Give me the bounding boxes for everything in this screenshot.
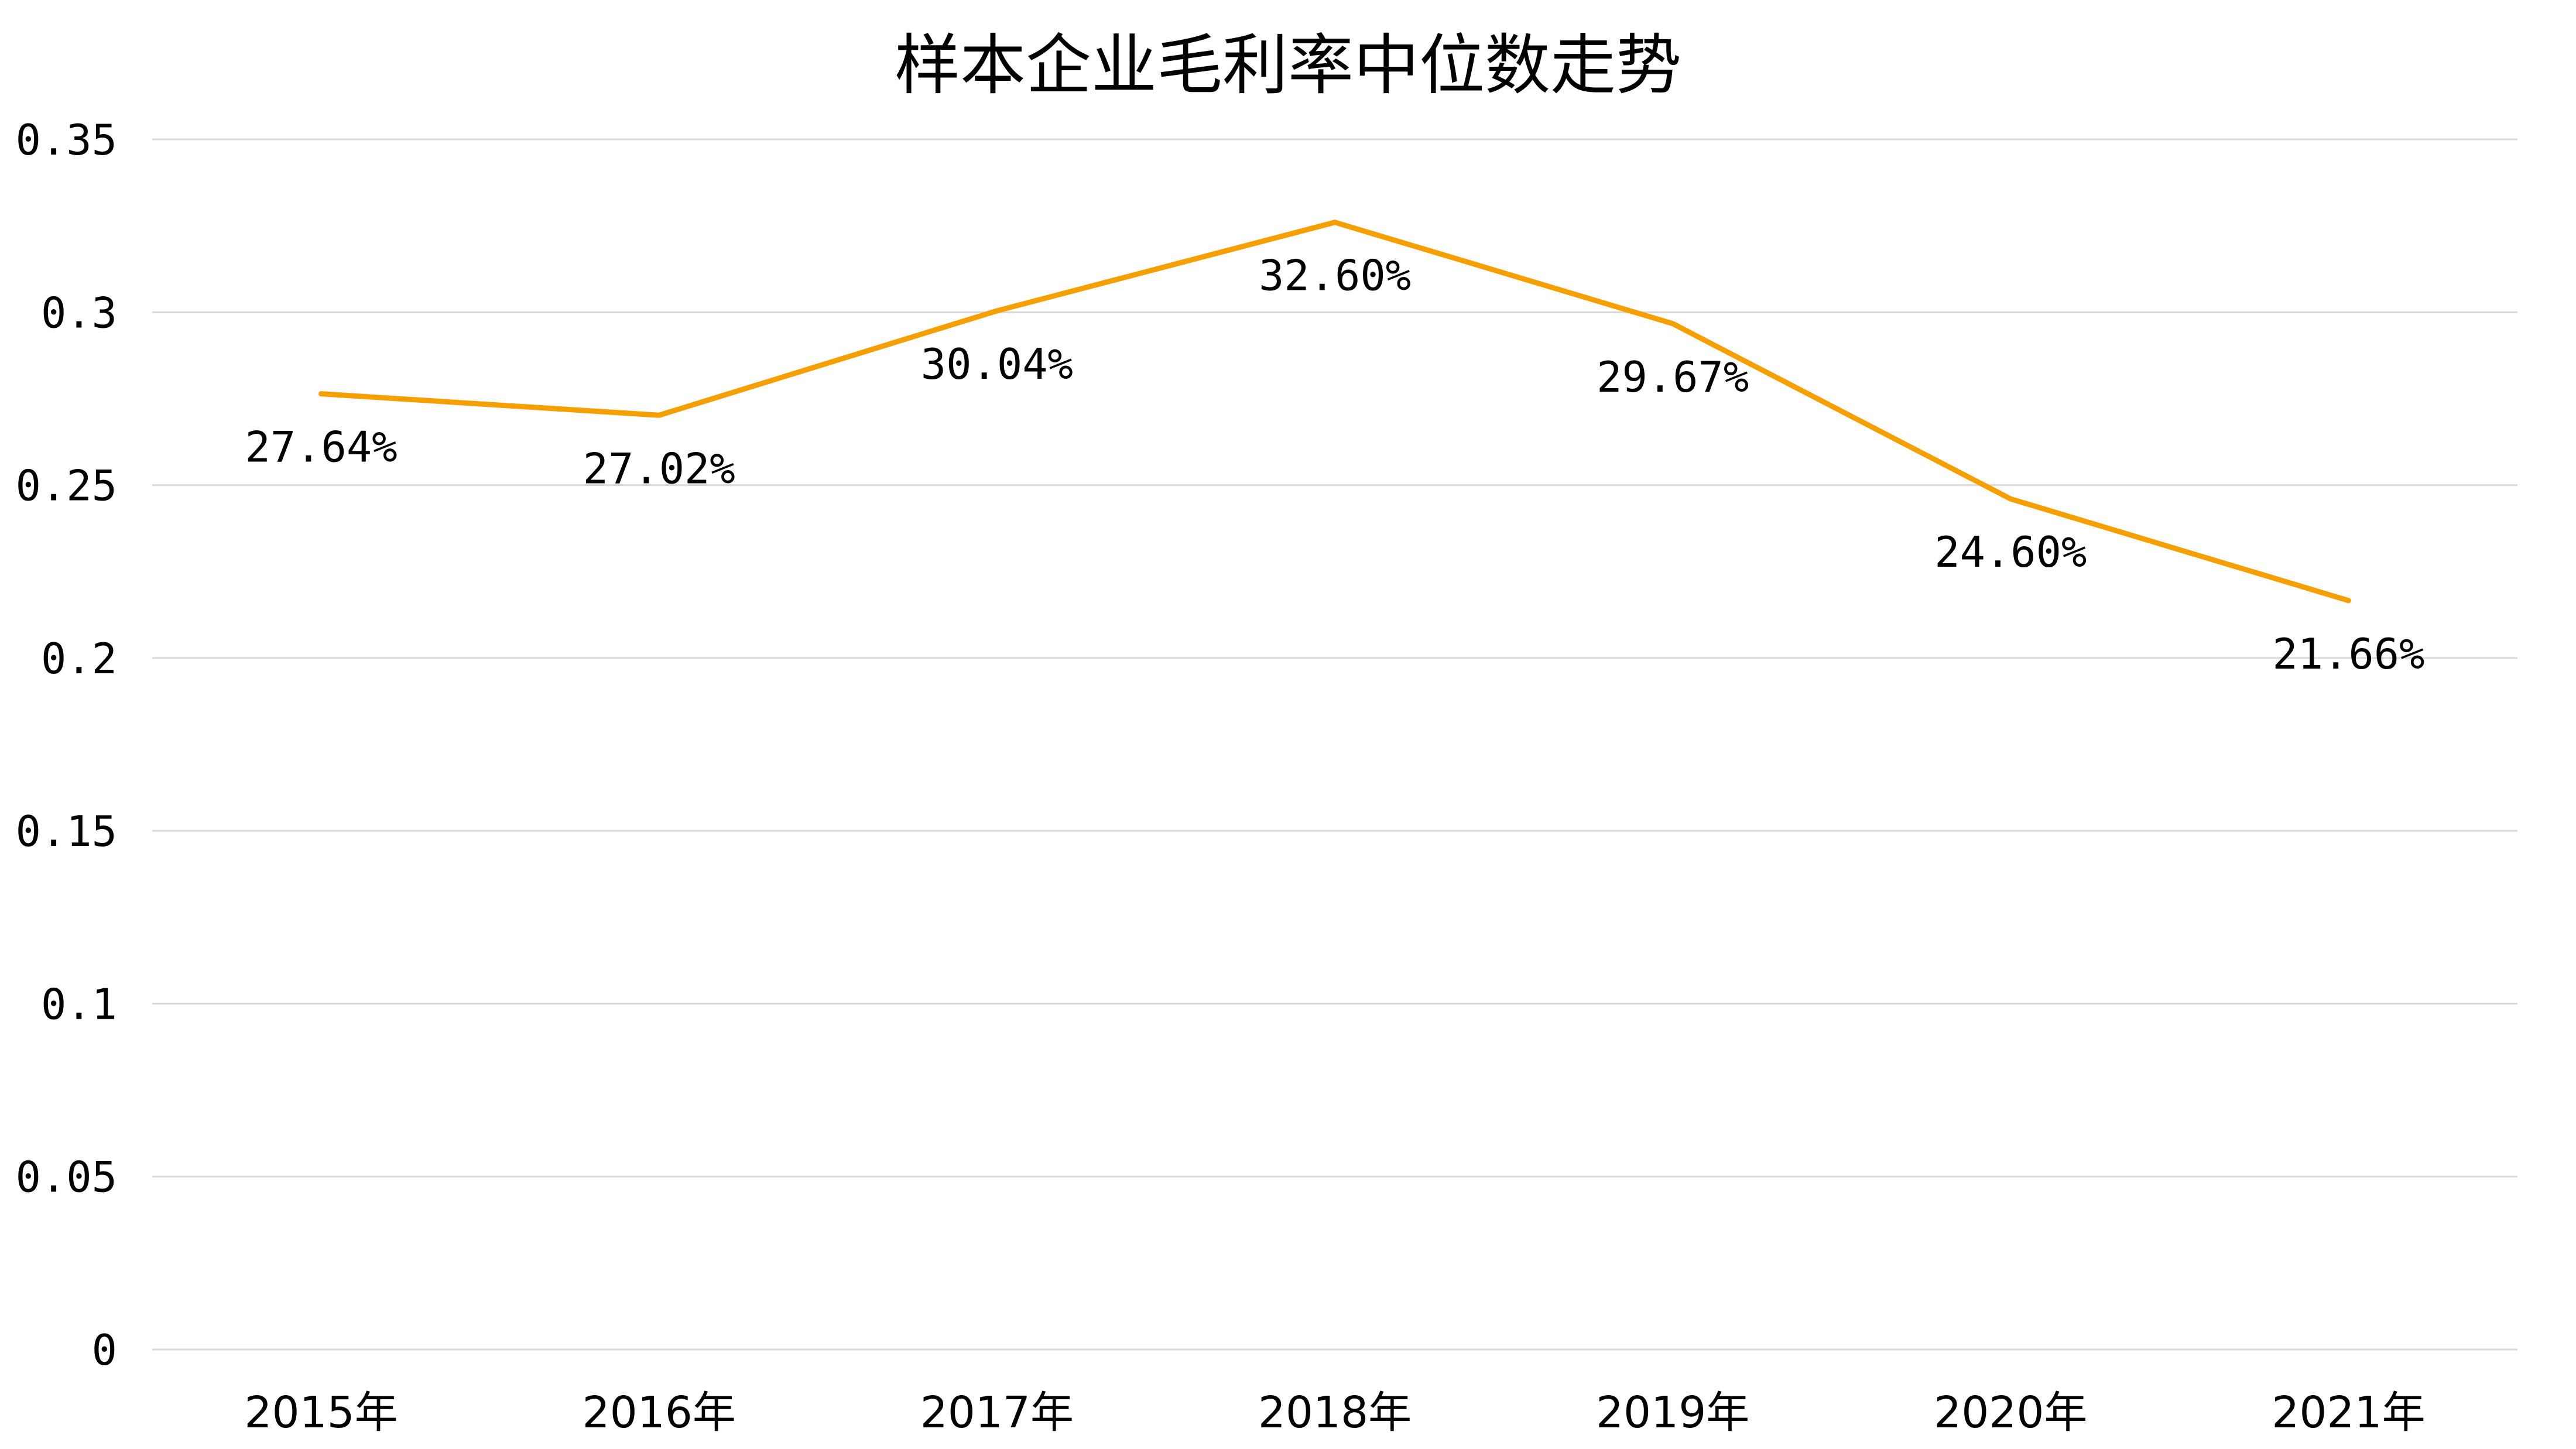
x-tick-label: 2020年: [1934, 1388, 2087, 1438]
y-tick-label: 0.05: [16, 1153, 117, 1202]
y-tick-label: 0.15: [16, 807, 117, 856]
y-axis-tick-labels: 0 0.05 0.1 0.15 0.2 0.25 0.3 0.35: [16, 115, 117, 1375]
data-point: [1332, 220, 1337, 225]
gridlines: [152, 138, 2517, 1351]
y-tick-label: 0.1: [41, 979, 117, 1029]
x-tick-label: 2015年: [244, 1388, 398, 1438]
y-tick-label: 0.2: [41, 634, 117, 683]
data-label: 27.64%: [245, 423, 398, 472]
x-tick-label: 2016年: [583, 1388, 736, 1438]
data-point: [2346, 598, 2351, 603]
data-label: 27.02%: [583, 444, 735, 493]
data-point: [994, 308, 999, 313]
chart-title: 样本企业毛利率中位数走势: [895, 28, 1681, 104]
data-point: [318, 391, 324, 396]
x-tick-label: 2017年: [920, 1388, 1074, 1438]
data-label: 29.67%: [1597, 352, 1749, 402]
y-tick-label: 0.3: [41, 288, 117, 337]
x-axis-tick-labels: 2015年 2016年 2017年 2018年 2019年 2020年 2021年: [244, 1388, 2425, 1438]
y-tick-label: 0.25: [16, 461, 117, 511]
data-point: [1670, 321, 1676, 326]
x-tick-label: 2018年: [1258, 1388, 1412, 1438]
data-label: 32.60%: [1259, 251, 1411, 300]
data-label: 30.04%: [921, 340, 1073, 389]
series-layer: [318, 220, 2351, 604]
data-point: [2008, 496, 2013, 502]
data-point: [656, 413, 662, 418]
y-tick-label: 0: [92, 1325, 117, 1375]
data-label: 24.60%: [1934, 527, 2087, 577]
data-label: 21.66%: [2272, 629, 2424, 679]
y-tick-label: 0.35: [16, 115, 117, 165]
x-tick-label: 2021年: [2272, 1388, 2425, 1438]
data-labels: 27.64% 27.02% 30.04% 32.60% 29.67% 24.60% 21.6…: [245, 251, 2425, 679]
x-tick-label: 2019年: [1596, 1388, 1749, 1438]
